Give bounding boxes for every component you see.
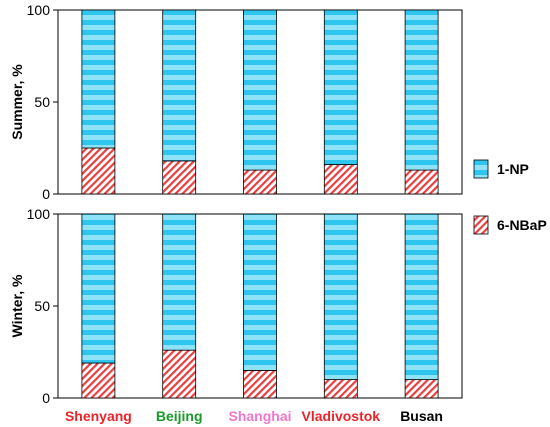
bar-segment-6-nbap-busan — [404, 379, 439, 399]
y-tick-label: 50 — [34, 298, 50, 314]
y-tick-label: 100 — [27, 206, 51, 222]
y-axis-label: Summer, % — [9, 64, 25, 140]
bar-segment-6-nbap-vladivostok — [323, 164, 358, 195]
bar-segment-1-np-busan — [404, 213, 439, 381]
panel-2: 0 50 100 Winter, % — [9, 206, 463, 406]
legend-label-1-np: 1-NP — [497, 161, 529, 177]
bar-segment-1-np-beijing — [162, 9, 197, 162]
y-tick-label: 50 — [34, 94, 50, 110]
bar-segment-1-np-vladivostok — [323, 213, 358, 381]
bar-segment-6-nbap-shanghai — [243, 169, 277, 195]
bar-segment-1-np-shenyang — [81, 9, 116, 149]
legend-swatch-6-nbap — [473, 215, 489, 235]
category-label-vladivostok: Vladivostok — [302, 408, 381, 424]
bar-segment-1-np-shanghai — [243, 213, 277, 371]
bar-segment-1-np-vladivostok — [323, 9, 358, 165]
category-label-beijing: Beijing — [156, 408, 203, 424]
bar-segment-6-nbap-shanghai — [243, 369, 277, 399]
legend-label-6-nbap: 6-NBaP — [497, 217, 547, 233]
category-label-shanghai: Shanghai — [228, 408, 291, 424]
y-tick-label: 100 — [27, 2, 51, 18]
y-axis-label: Winter, % — [9, 274, 25, 337]
bar-segment-6-nbap-shenyang — [81, 147, 116, 195]
y-tick-label: 0 — [42, 390, 50, 406]
category-label-shenyang: Shenyang — [65, 408, 132, 424]
panel-1: 0 50 100 Summer, % — [9, 2, 463, 202]
y-tick-label: 0 — [42, 186, 50, 202]
bar-segment-6-nbap-vladivostok — [323, 379, 358, 399]
bar-segment-6-nbap-busan — [404, 169, 439, 195]
chart-layer: 0 50 100 Summer, % 0 50 100 Winter, % Shenyang Be… — [9, 2, 547, 424]
category-label-busan: Busan — [400, 408, 443, 424]
bar-segment-6-nbap-beijing — [162, 349, 197, 399]
bar-segment-1-np-shenyang — [81, 213, 116, 364]
legend: 1-NP 6-NBaP — [473, 159, 547, 235]
bar-segment-6-nbap-beijing — [162, 160, 197, 195]
bar-segment-6-nbap-shenyang — [81, 362, 116, 399]
legend-swatch-1-np — [473, 159, 489, 179]
bar-segment-1-np-shanghai — [243, 9, 277, 171]
bar-segment-1-np-beijing — [162, 213, 197, 351]
bar-segment-1-np-busan — [404, 9, 439, 171]
